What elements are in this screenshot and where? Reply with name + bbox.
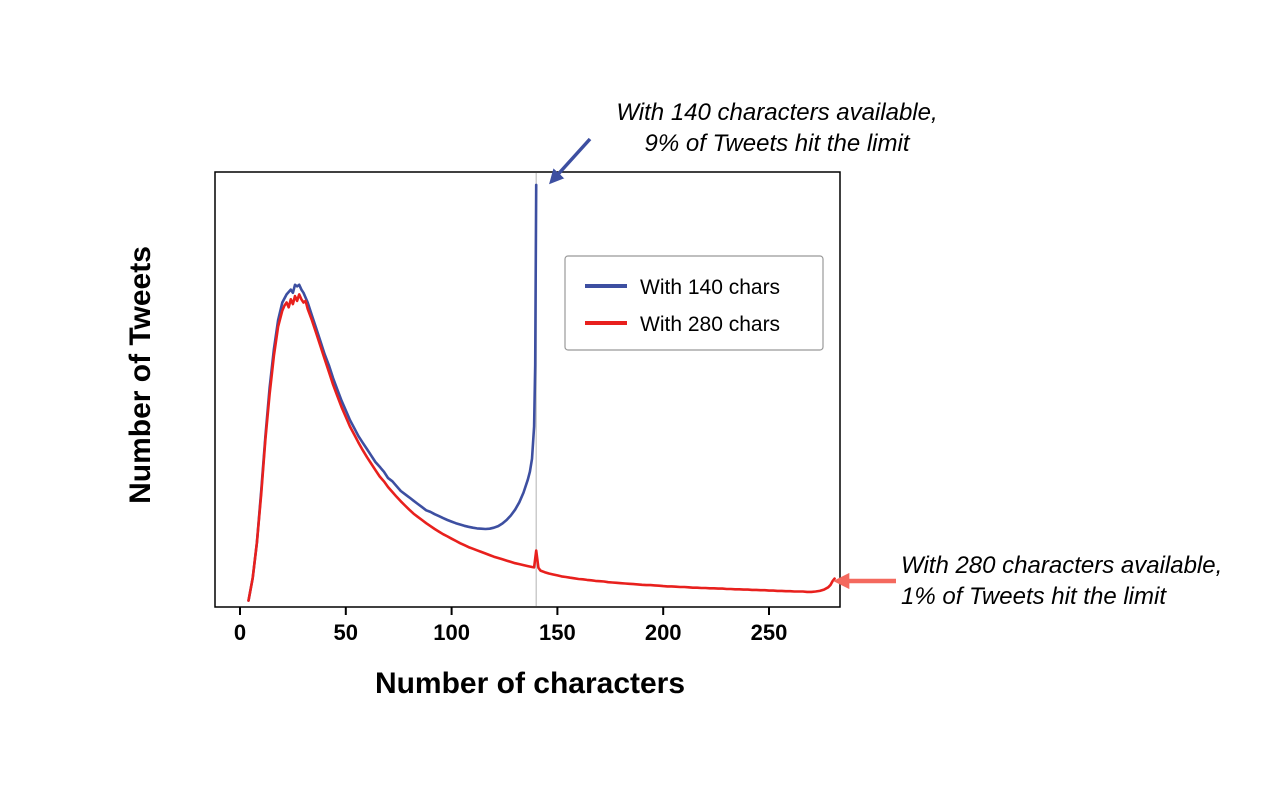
series-line-280 xyxy=(247,293,836,602)
x-tick-label: 50 xyxy=(334,620,358,645)
annotation-140-line2: 9% of Tweets hit the limit xyxy=(645,130,911,157)
annotation-140-line1: With 140 characters available, xyxy=(616,99,937,126)
legend: With 140 chars With 280 chars xyxy=(564,255,824,351)
plot-area xyxy=(214,171,841,608)
x-axis-label: Number of characters xyxy=(375,667,685,700)
legend-items: With 140 chars With 280 chars xyxy=(585,276,780,336)
y-axis-label: Number of Tweets xyxy=(124,246,157,504)
annotation-280-limit: With 280 characters available, 1% of Twe… xyxy=(833,552,1222,610)
legend-label-280: With 280 chars xyxy=(640,313,780,336)
x-axis-ticks: 0 50 100 150 200 250 xyxy=(234,607,787,645)
x-tick-label: 200 xyxy=(645,620,682,645)
annotation-140-arrow xyxy=(549,137,592,185)
annotation-140-limit: With 140 characters available, 9% of Twe… xyxy=(549,99,938,185)
x-tick-label: 0 xyxy=(234,620,246,645)
legend-label-140: With 140 chars xyxy=(640,276,780,299)
legend-box xyxy=(564,255,824,351)
x-tick-label: 100 xyxy=(433,620,470,645)
x-tick-label: 250 xyxy=(751,620,788,645)
annotation-280-line2: 1% of Tweets hit the limit xyxy=(901,583,1167,610)
x-tick-label: 150 xyxy=(539,620,576,645)
annotation-280-line1: With 280 characters available, xyxy=(901,552,1222,579)
series-line-140 xyxy=(247,183,538,602)
